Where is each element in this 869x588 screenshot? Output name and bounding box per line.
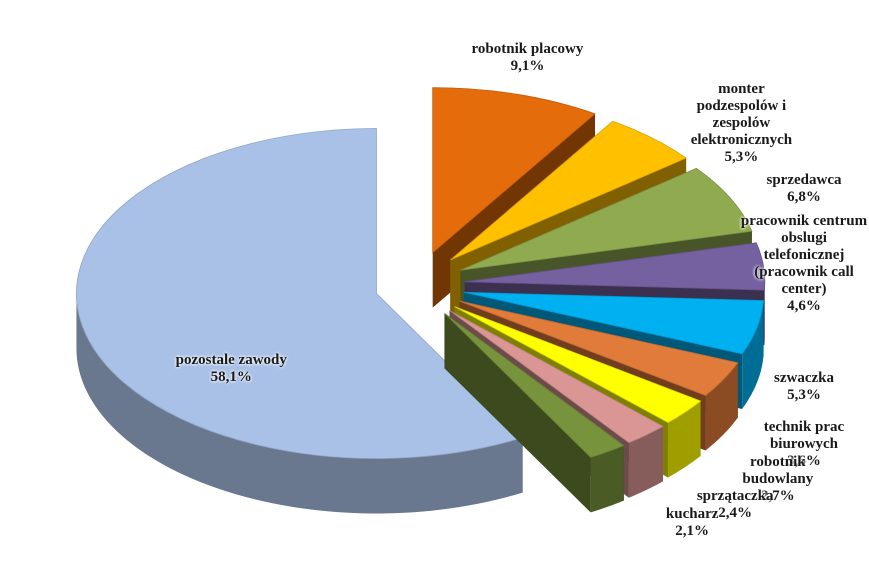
label-value: 4,6%: [787, 298, 821, 315]
label-name: pracownik centrum obslugi telefonicznej …: [740, 213, 868, 298]
label-value: 9,1%: [510, 58, 545, 75]
label-value: 2,7%: [760, 488, 795, 505]
label-value: 5,3%: [787, 387, 821, 403]
data-label: pracownik centrum obslugi telefonicznej …: [739, 213, 869, 315]
label-name: technik prac biurowych: [763, 418, 845, 452]
label-name: robotnik budowlany: [742, 454, 814, 488]
slice-side: [668, 401, 701, 478]
label-name: szwaczka: [774, 370, 834, 386]
slice-top: [449, 310, 664, 444]
slice-top: [450, 120, 687, 261]
label-name: pozostale zawody: [175, 352, 287, 369]
data-label: technik prac biurowych 3,6%: [739, 419, 869, 470]
slice-top: [76, 128, 524, 459]
data-label: pozostale zawody 58,1%: [166, 352, 296, 386]
slice-side: [628, 426, 664, 498]
data-label: sprzątaczka 2,4%: [670, 488, 800, 522]
data-label: robotnik placowy 9,1%: [462, 41, 592, 75]
label-name: monter podzespolów i zespolów elektronic…: [690, 80, 793, 148]
slice-side: [76, 293, 523, 514]
data-label: kucharz 2,1%: [627, 506, 757, 540]
slice-side: [444, 313, 591, 513]
label-value: 58,1%: [210, 369, 252, 386]
label-value: 2,4%: [718, 504, 753, 521]
slice-top: [432, 87, 596, 254]
slice: [76, 128, 524, 514]
slice-side: [742, 300, 764, 409]
slice-top: [463, 291, 765, 355]
data-label: monter podzespolów i zespolów elektronic…: [676, 81, 806, 166]
label-value: 6,8%: [787, 189, 821, 206]
label-name: robotnik placowy: [471, 41, 584, 58]
slice-top: [459, 300, 739, 396]
slice-side: [705, 362, 738, 451]
data-label: sprzedawca 6,8%: [739, 172, 869, 206]
slice-side: [590, 445, 624, 513]
label-value: 5,3%: [724, 148, 759, 165]
slice-top: [460, 167, 753, 271]
label-name: sprzedawca: [766, 172, 842, 189]
label-name: kucharz: [665, 506, 719, 523]
label-name: sprzątaczka: [696, 487, 774, 504]
data-label: szwaczka 5,3%: [739, 370, 869, 404]
slice-top: [444, 313, 625, 458]
slice-top: [454, 306, 702, 423]
data-label: robotnik budowlany 2,7%: [713, 454, 843, 505]
slice: [444, 313, 625, 513]
label-value: 2,1%: [675, 523, 710, 540]
label-value: 3,6%: [787, 452, 821, 469]
slice-top: [464, 242, 766, 291]
